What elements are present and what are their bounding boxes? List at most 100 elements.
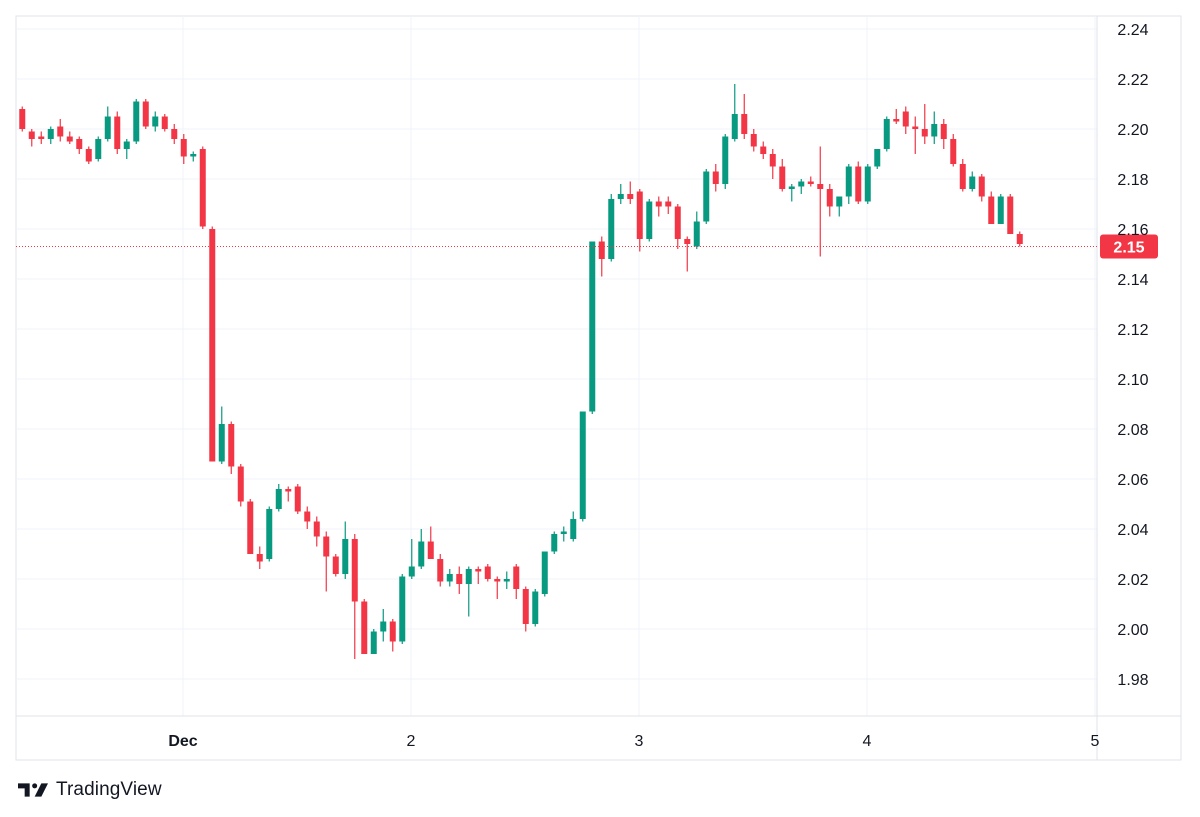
candle[interactable]: [636, 189, 643, 252]
candle[interactable]: [845, 164, 852, 204]
candle[interactable]: [123, 139, 130, 159]
candle[interactable]: [722, 134, 729, 189]
candle[interactable]: [807, 176, 814, 187]
candle[interactable]: [532, 589, 539, 627]
candle[interactable]: [988, 191, 995, 225]
candle[interactable]: [47, 126, 54, 145]
candle[interactable]: [351, 534, 358, 659]
candle[interactable]: [760, 141, 767, 160]
candle[interactable]: [665, 196, 672, 215]
candle[interactable]: [114, 111, 121, 155]
candle[interactable]: [370, 629, 377, 654]
candle[interactable]: [446, 569, 453, 587]
candle[interactable]: [959, 159, 966, 192]
candle[interactable]: [1016, 231, 1023, 247]
candle[interactable]: [66, 131, 73, 145]
candle[interactable]: [513, 564, 520, 599]
candle[interactable]: [798, 179, 805, 194]
candle[interactable]: [912, 116, 919, 155]
candle[interactable]: [427, 526, 434, 560]
candle[interactable]: [456, 566, 463, 595]
candle[interactable]: [228, 421, 235, 475]
candle[interactable]: [95, 136, 102, 162]
candle[interactable]: [551, 531, 558, 555]
candle[interactable]: [294, 484, 301, 514]
candle[interactable]: [28, 129, 35, 147]
candle[interactable]: [826, 184, 833, 217]
candle[interactable]: [247, 499, 254, 554]
candle[interactable]: [437, 554, 444, 587]
candle[interactable]: [712, 164, 719, 192]
candle[interactable]: [313, 516, 320, 547]
candle[interactable]: [133, 99, 140, 144]
candle[interactable]: [855, 161, 862, 205]
candlestick-chart[interactable]: 2.15 1.98 2.00 2.02 2.04 2.06 2.08 2.10 2.12 2.1…: [0, 0, 1200, 770]
candle[interactable]: [494, 576, 501, 600]
candle[interactable]: [893, 109, 900, 124]
candle[interactable]: [484, 564, 491, 582]
candle[interactable]: [579, 411, 586, 522]
candle[interactable]: [788, 184, 795, 202]
candle[interactable]: [275, 484, 282, 512]
candle[interactable]: [142, 99, 149, 129]
candle[interactable]: [190, 151, 197, 162]
candle[interactable]: [874, 149, 881, 169]
candle[interactable]: [570, 511, 577, 542]
candle[interactable]: [85, 146, 92, 165]
candle[interactable]: [921, 104, 928, 144]
candle[interactable]: [199, 146, 206, 230]
candle[interactable]: [608, 194, 615, 262]
candle[interactable]: [171, 124, 178, 144]
candle[interactable]: [741, 94, 748, 139]
price-axis[interactable]: 1.98 2.00 2.02 2.04 2.06 2.08 2.10 2.12 2.14 2.16…: [1117, 22, 1148, 689]
candle[interactable]: [731, 84, 738, 142]
candle[interactable]: [655, 196, 662, 217]
candle[interactable]: [285, 486, 292, 502]
candle[interactable]: [674, 204, 681, 249]
candle[interactable]: [522, 586, 529, 632]
candle[interactable]: [503, 571, 510, 590]
candle[interactable]: [332, 554, 339, 577]
candle[interactable]: [418, 529, 425, 569]
candle[interactable]: [380, 609, 387, 642]
brand-watermark[interactable]: TradingView: [18, 778, 162, 802]
candle[interactable]: [161, 114, 168, 132]
candle[interactable]: [617, 184, 624, 204]
candle[interactable]: [218, 406, 225, 465]
candle[interactable]: [864, 164, 871, 204]
candle[interactable]: [750, 129, 757, 152]
candle[interactable]: [180, 134, 187, 164]
candle[interactable]: [940, 119, 947, 149]
candle[interactable]: [1007, 194, 1014, 234]
candle[interactable]: [589, 241, 596, 415]
candle[interactable]: [38, 131, 45, 145]
candle[interactable]: [361, 599, 368, 654]
candle[interactable]: [399, 574, 406, 644]
candle[interactable]: [266, 506, 273, 562]
candle[interactable]: [627, 181, 634, 205]
candle[interactable]: [693, 211, 700, 250]
candle[interactable]: [978, 174, 985, 202]
candle[interactable]: [997, 194, 1004, 224]
candle[interactable]: [237, 464, 244, 507]
candle[interactable]: [560, 526, 567, 542]
candle[interactable]: [646, 199, 653, 242]
candle[interactable]: [703, 169, 710, 224]
candle[interactable]: [76, 136, 83, 155]
candle[interactable]: [465, 566, 472, 617]
candle[interactable]: [389, 619, 396, 652]
candle[interactable]: [684, 236, 691, 272]
candle[interactable]: [19, 106, 26, 132]
candle[interactable]: [209, 226, 216, 462]
candle[interactable]: [541, 551, 548, 597]
candle[interactable]: [836, 196, 843, 217]
candle[interactable]: [902, 106, 909, 135]
candle[interactable]: [323, 531, 330, 592]
candle[interactable]: [152, 111, 159, 132]
candle[interactable]: [769, 149, 776, 179]
candle[interactable]: [256, 546, 263, 570]
candle[interactable]: [817, 146, 824, 257]
candle[interactable]: [104, 106, 111, 142]
candle[interactable]: [57, 119, 64, 142]
time-axis[interactable]: Dec 2 3 4 5: [168, 733, 1099, 750]
